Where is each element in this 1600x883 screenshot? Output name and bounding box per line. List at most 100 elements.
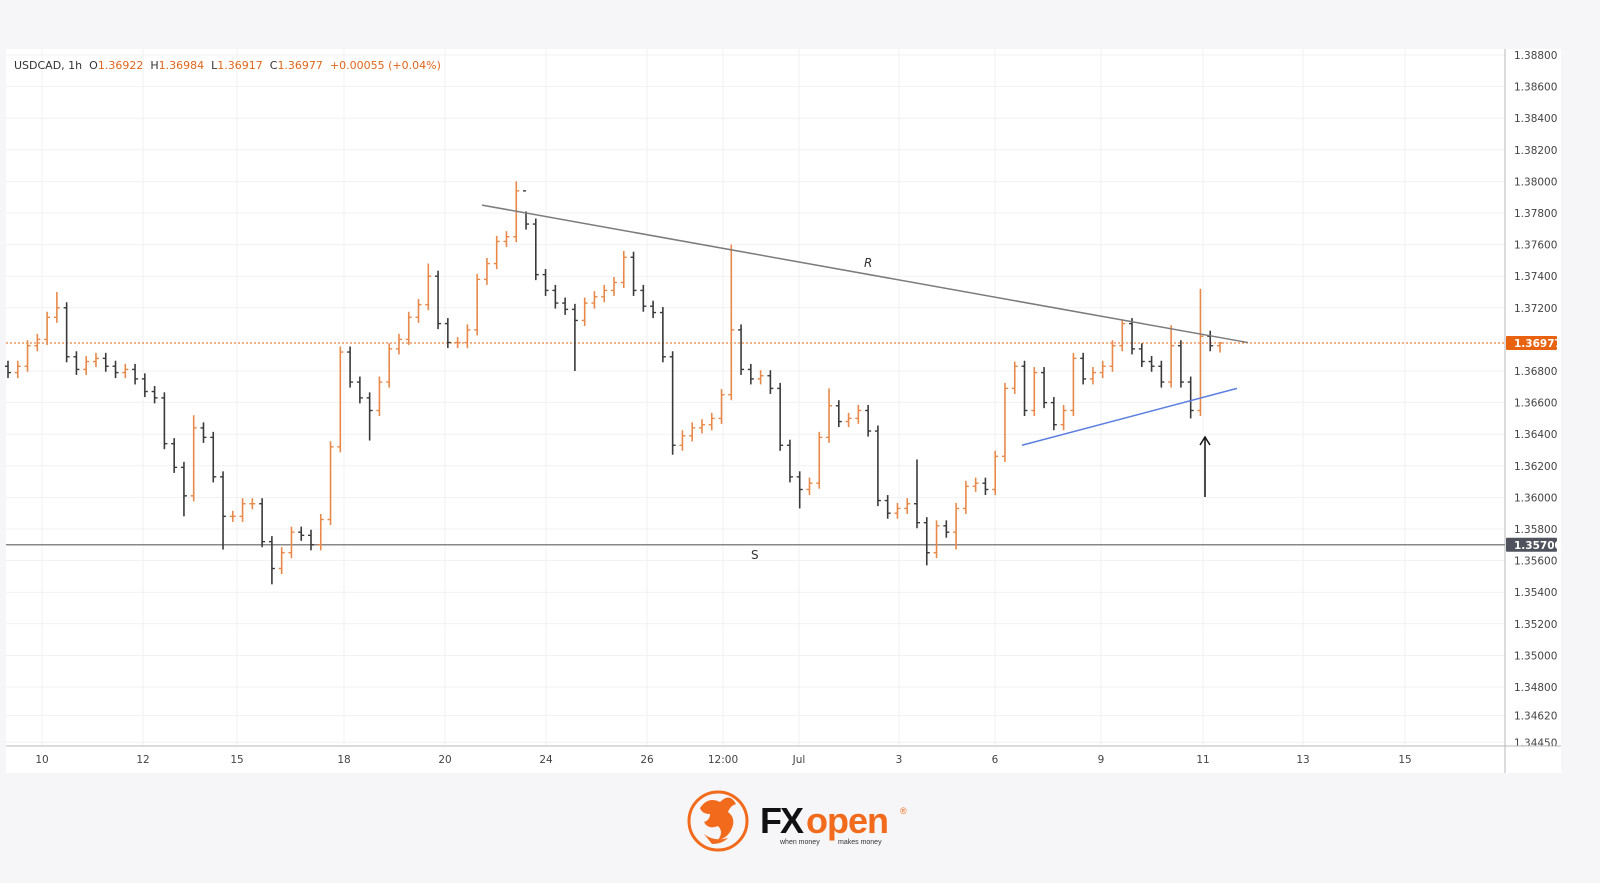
y-tick-label: 1.35000 (1514, 650, 1557, 662)
ohlc-bar (239, 498, 246, 522)
ohlc-bar (728, 244, 735, 401)
ohlc-bar (571, 303, 578, 371)
ohlc-bar (1217, 341, 1223, 353)
open-value: 1.36922 (97, 59, 144, 72)
y-tick-label: 1.35600 (1514, 556, 1557, 568)
symbol-label: USDCAD, 1h (14, 59, 83, 72)
x-tick-label: 18 (337, 754, 350, 766)
resistance-label: R (864, 256, 872, 270)
ohlc-bar (249, 498, 256, 510)
last-price-tag (1506, 336, 1557, 351)
change-value: +0.00055 (+0.04%) (329, 59, 441, 72)
y-tick-label: 1.36200 (1514, 461, 1557, 473)
y-tick-label: 1.36400 (1514, 429, 1557, 441)
ohlc-bar (376, 376, 383, 417)
ohlc-bar (962, 480, 969, 514)
ohlc-bar (464, 324, 471, 349)
ohlc-bar (1187, 376, 1194, 419)
ohlc-bar (1119, 320, 1126, 352)
ohlc-bar (1158, 360, 1165, 388)
x-tick-label: 13 (1296, 754, 1309, 766)
ohlc-bar (698, 419, 705, 434)
high-label: H (150, 59, 159, 72)
y-tick-label: 1.38400 (1514, 113, 1557, 125)
ohlc-bar (425, 263, 432, 311)
x-tick-label: 12 (136, 754, 149, 766)
ohlc-bar (308, 529, 314, 551)
y-tick-label: 1.35400 (1514, 587, 1557, 599)
ohlc-bar (992, 450, 999, 496)
ohlc-bar (542, 269, 549, 296)
y-tick-label: 1.38000 (1514, 176, 1557, 188)
ohlc-bar (865, 404, 872, 437)
ohlc-bar (718, 389, 725, 424)
ohlc-bar (1041, 367, 1048, 409)
ohlc-bar (923, 517, 930, 566)
ohlc-bar (92, 352, 99, 368)
footer: FX open ® when money makes money (0, 786, 1600, 879)
ohlc-bar (1031, 367, 1038, 417)
ohlc-bar (1089, 367, 1096, 385)
ohlc-bar (650, 300, 657, 319)
ohlc-bar (904, 498, 911, 514)
ohlc-bar (298, 526, 305, 541)
ohlc-bar (14, 360, 21, 379)
close-value: 1.36977 (277, 59, 323, 72)
ohlc-bar (1080, 352, 1087, 385)
ohlc-bar (835, 400, 842, 428)
support-label: S (751, 548, 759, 562)
ohlc-bar (601, 284, 608, 303)
ohlc-bar (327, 441, 334, 526)
ohlc-bar (122, 363, 129, 379)
ohlc-bar (415, 299, 422, 323)
low-value: 1.36917 (217, 59, 263, 72)
ohlc-bar (1207, 330, 1214, 352)
bull-logo-icon (687, 790, 749, 852)
ohlc-bar (689, 422, 696, 442)
close-label: C (269, 59, 278, 72)
ohlc-bar (112, 360, 119, 379)
ohlc-bar (161, 392, 168, 450)
ohlc-bar (669, 351, 676, 455)
ohlc-bar (347, 346, 354, 388)
support-price-tag-text: 1.35700 (1514, 540, 1562, 552)
ohlc-bar (366, 392, 373, 441)
chart-panel[interactable] (6, 49, 1561, 773)
ohlc-bar (493, 235, 500, 270)
ohlc-bar (1138, 343, 1145, 368)
y-tick-label: 1.35200 (1514, 619, 1557, 631)
last-price-tag-text: 1.36977 (1514, 338, 1562, 350)
y-tick-label: 1.37600 (1514, 240, 1557, 252)
x-tick-label: 12:00 (708, 754, 738, 766)
low-label: L (211, 59, 218, 72)
ohlc-bar (34, 333, 41, 352)
y-tick-label: 1.37200 (1514, 303, 1557, 315)
logo-fx: FX (760, 800, 804, 841)
ohlc-bar (1001, 382, 1008, 462)
ohlc-bar (796, 471, 803, 509)
ohlc-bar (337, 346, 344, 453)
ohlc-bar (405, 311, 412, 345)
ohlc-bar (395, 333, 402, 355)
ohlc-bar (659, 307, 666, 363)
ohlc-bar (386, 343, 393, 388)
x-tick-label: 26 (640, 754, 654, 766)
x-tick-label: 3 (896, 754, 903, 766)
ohlc-bar (826, 388, 833, 443)
ohlc-bar (171, 438, 178, 473)
x-tick-label: Jul (792, 754, 806, 766)
x-tick-label: 10 (35, 754, 48, 766)
ohlc-bar (1011, 361, 1018, 394)
ohlc-bar (229, 510, 236, 522)
y-tick-label: 1.37800 (1514, 208, 1557, 220)
ohlc-bar (483, 258, 490, 285)
ohlc-bar (190, 415, 197, 502)
ohlc-bar (640, 284, 647, 312)
y-tick-label: 1.38200 (1514, 145, 1557, 157)
ohlc-bar (5, 360, 11, 379)
ohlc-bar (1168, 325, 1175, 388)
x-tick-label: 24 (539, 754, 553, 766)
x-tick-label: 11 (1196, 754, 1209, 766)
y-tick-label: 1.34450 (1514, 737, 1557, 749)
